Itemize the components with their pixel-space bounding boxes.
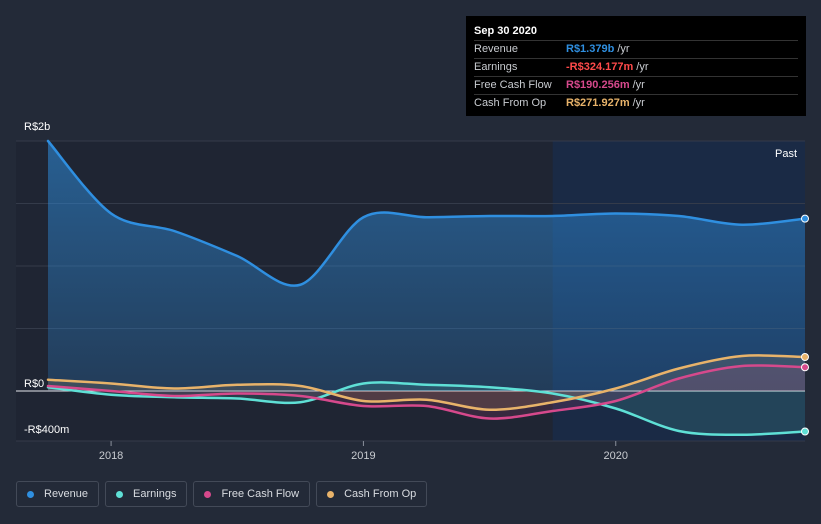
end-point-revenue — [801, 214, 809, 223]
legend-item-earnings[interactable]: Earnings — [105, 481, 188, 507]
tooltip-value: R$271.927m — [566, 97, 630, 109]
tooltip-label: Free Cash Flow — [474, 79, 552, 91]
tooltip-value: -R$324.177m — [566, 61, 634, 73]
y-tick-label: -R$400m — [24, 424, 69, 436]
tooltip: Sep 30 2020 Revenue R$1.379b /yr Earning… — [466, 16, 806, 116]
tooltip-label: Cash From Op — [474, 97, 547, 109]
series-line-earnings — [46, 381, 807, 437]
legend: Revenue Earnings Free Cash Flow Cash Fro… — [16, 481, 428, 507]
tooltip-value: R$1.379b — [566, 43, 615, 55]
tooltip-label: Earnings — [474, 61, 518, 73]
revenue-dot-icon — [27, 490, 34, 498]
x-tick-label: 2018 — [99, 450, 123, 462]
cash-from-op-dot-icon — [327, 490, 335, 498]
end-point-earnings — [801, 427, 809, 436]
y-tick-label: R$0 — [24, 378, 44, 390]
line-chart: R$2b R$0 -R$400m 2018 2019 2020 Past — [16, 121, 809, 462]
x-tick-label: 2020 — [604, 450, 628, 462]
legend-label: Free Cash Flow — [221, 488, 300, 500]
tooltip-row-earnings: Earnings -R$324.177m /yr — [474, 58, 798, 76]
tooltip-label: Revenue — [474, 43, 519, 55]
legend-item-revenue[interactable]: Revenue — [16, 481, 100, 507]
x-tick-label: 2019 — [351, 450, 375, 462]
legend-label: Cash From Op — [344, 488, 417, 500]
series-area-free-cash-flow — [48, 365, 805, 419]
earnings-dot-icon — [116, 490, 124, 498]
series-area-earnings — [48, 382, 805, 435]
tooltip-unit: /yr — [617, 43, 630, 55]
tooltip-unit: /yr — [632, 97, 645, 109]
series-line-revenue — [46, 139, 807, 287]
tooltip-value: R$190.256m — [566, 79, 630, 91]
legend-label: Revenue — [44, 488, 89, 500]
tooltip-row-free-cash-flow: Free Cash Flow R$190.256m /yr — [474, 76, 798, 94]
tooltip-row-revenue: Revenue R$1.379b /yr — [474, 40, 798, 58]
tooltip-date: Sep 30 2020 — [474, 25, 537, 37]
series-area-revenue — [48, 141, 805, 391]
end-point-cash-from-op — [801, 353, 809, 361]
series-line-free-cash-flow — [46, 364, 807, 420]
legend-item-free-cash-flow[interactable]: Free Cash Flow — [193, 481, 311, 507]
legend-item-cash-from-op[interactable]: Cash From Op — [316, 481, 428, 507]
past-label: Past — [775, 148, 797, 160]
end-point-free-cash-flow — [801, 363, 809, 372]
y-tick-label: R$2b — [24, 121, 50, 133]
free-cash-flow-dot-icon — [204, 490, 212, 498]
tooltip-unit: /yr — [632, 79, 645, 91]
tooltip-row-cash-from-op: Cash From Op R$271.927m /yr — [474, 94, 798, 112]
legend-label: Earnings — [133, 488, 177, 500]
series-line-cash-from-op — [46, 354, 807, 412]
tooltip-unit: /yr — [636, 61, 649, 73]
